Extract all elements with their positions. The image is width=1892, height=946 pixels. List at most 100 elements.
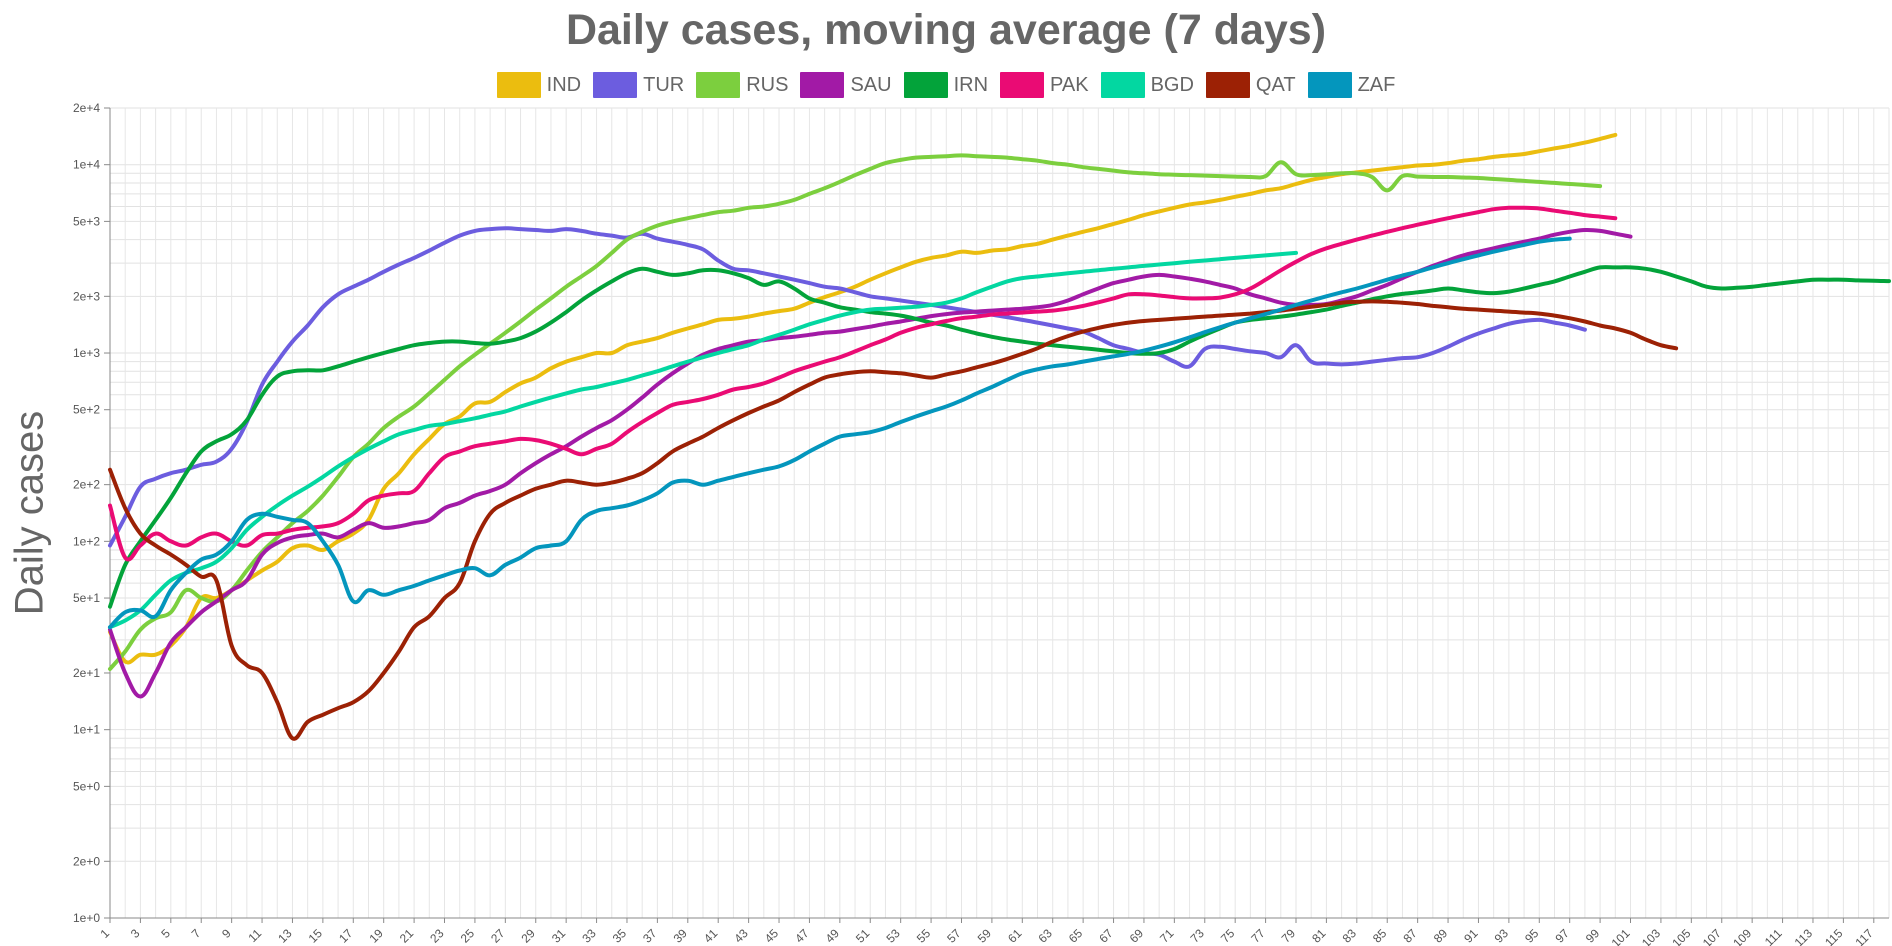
x-tick-label: 9	[219, 926, 234, 941]
x-tick-label: 1	[97, 926, 112, 941]
x-tick-label: 107	[1700, 926, 1724, 946]
series-lines	[108, 132, 1891, 741]
x-tick-label: 41	[701, 926, 721, 946]
x-tick-label: 69	[1127, 926, 1147, 946]
chart-legend: IND TUR RUS SAU IRN PAK BGD QAT ZAF	[0, 72, 1892, 98]
x-tick-label: 105	[1669, 926, 1693, 946]
y-tick-label: 5e+0	[73, 779, 100, 793]
x-tick-label: 17	[336, 926, 356, 946]
x-tick-label: 83	[1340, 926, 1360, 946]
legend-item-sau[interactable]: SAU	[800, 72, 892, 98]
x-tick-label: 115	[1822, 926, 1846, 946]
y-tick-label: 5e+2	[73, 403, 100, 417]
legend-item-bgd[interactable]: BGD	[1100, 72, 1194, 98]
y-tick-label: 5e+3	[73, 214, 100, 228]
legend-item-qat[interactable]: QAT	[1205, 72, 1296, 98]
y-tick-label: 1e+3	[73, 346, 100, 360]
x-tick-label: 25	[458, 926, 478, 946]
x-tick-label: 23	[427, 926, 447, 946]
legend-swatch	[1000, 72, 1045, 98]
legend-label: PAK	[1050, 73, 1089, 96]
x-tick-label: 95	[1522, 926, 1542, 946]
legend-label: IRN	[953, 73, 989, 96]
series-line-qat	[108, 299, 1679, 741]
x-tick-label: 93	[1492, 926, 1512, 946]
series-line-ind	[108, 132, 1618, 665]
x-tick-label: 65	[1066, 926, 1086, 946]
x-tick-label: 61	[1005, 926, 1025, 946]
legend-label: TUR	[643, 73, 685, 96]
x-tick-label: 5	[158, 926, 173, 941]
x-tick-label: 85	[1370, 926, 1390, 946]
series-line-tur	[108, 226, 1587, 548]
x-tick-label: 73	[1188, 926, 1208, 946]
x-tick-label: 13	[275, 926, 295, 946]
chart-title: Daily cases, moving average (7 days)	[565, 6, 1327, 54]
series-line-pak	[108, 205, 1618, 562]
x-tick-label: 33	[579, 926, 599, 946]
legend-label: SAU	[850, 73, 892, 96]
legend-item-zaf[interactable]: ZAF	[1307, 72, 1396, 98]
y-tick-label: 2e+2	[73, 478, 100, 492]
x-tick-label: 29	[519, 926, 539, 946]
x-tick-label: 15	[306, 926, 326, 946]
legend-item-pak[interactable]: PAK	[1000, 72, 1089, 98]
legend-swatch	[1205, 72, 1250, 98]
x-tick-label: 21	[397, 926, 417, 946]
x-tick-label: 101	[1609, 926, 1633, 946]
x-tick-label: 27	[488, 926, 508, 946]
x-tick-label: 11	[245, 926, 264, 945]
x-tick-label: 117	[1852, 926, 1876, 946]
legend-label: ZAF	[1357, 73, 1396, 96]
legend-item-ind[interactable]: IND	[496, 72, 581, 98]
series-line-zaf	[108, 236, 1572, 630]
series-line-sau	[108, 227, 1633, 699]
legend-item-rus[interactable]: RUS	[696, 72, 788, 98]
y-tick-label: 2e+4	[73, 101, 100, 115]
y-tick-label: 1e+2	[73, 534, 100, 548]
y-tick-label: 1e+0	[73, 911, 100, 925]
x-tick-label: 67	[1096, 926, 1116, 946]
x-tick-label: 71	[1157, 926, 1177, 946]
legend-swatch	[696, 72, 741, 98]
x-tick-label: 35	[610, 926, 630, 946]
y-tick-label: 1e+1	[73, 723, 100, 737]
x-tick-label: 81	[1309, 926, 1329, 946]
legend-item-tur[interactable]: TUR	[593, 72, 684, 98]
x-tick-label: 53	[883, 926, 903, 946]
legend-label: QAT	[1255, 73, 1296, 96]
legend-swatch	[800, 72, 845, 98]
x-tick-label: 3	[128, 926, 143, 941]
y-tick-label: 2e+3	[73, 289, 100, 303]
legend-swatch	[1307, 72, 1352, 98]
x-tick-label: 63	[1035, 926, 1055, 946]
legend-item-irn[interactable]: IRN	[903, 72, 989, 98]
y-tick-label: 1e+4	[73, 158, 100, 172]
legend-swatch	[496, 72, 541, 98]
legend-swatch	[903, 72, 948, 98]
legend-swatch	[593, 72, 638, 98]
x-tick-label: 99	[1583, 926, 1603, 946]
x-tick-label: 55	[914, 926, 934, 946]
x-tick-label: 91	[1461, 926, 1481, 946]
x-tick-label: 31	[549, 926, 569, 946]
x-tick-label: 79	[1279, 926, 1299, 946]
x-tick-label: 19	[366, 926, 386, 946]
x-tick-label: 87	[1400, 926, 1420, 946]
legend-label: BGD	[1150, 73, 1194, 96]
y-tick-label: 2e+1	[73, 666, 100, 680]
series-line-irn	[108, 265, 1891, 609]
x-tick-label: 49	[823, 926, 843, 946]
x-tick-label: 47	[792, 926, 812, 946]
x-tick-label: 109	[1730, 926, 1754, 946]
grid	[109, 107, 1890, 919]
x-tick-label: 111	[1762, 926, 1785, 946]
x-tick-label: 103	[1639, 926, 1663, 946]
x-tick-label: 7	[189, 926, 204, 941]
x-tick-label: 77	[1248, 926, 1268, 946]
x-tick-label: 57	[944, 926, 964, 946]
y-tick-label: 2e+0	[73, 854, 100, 868]
x-tick-label: 89	[1431, 926, 1451, 946]
legend-swatch	[1100, 72, 1145, 98]
